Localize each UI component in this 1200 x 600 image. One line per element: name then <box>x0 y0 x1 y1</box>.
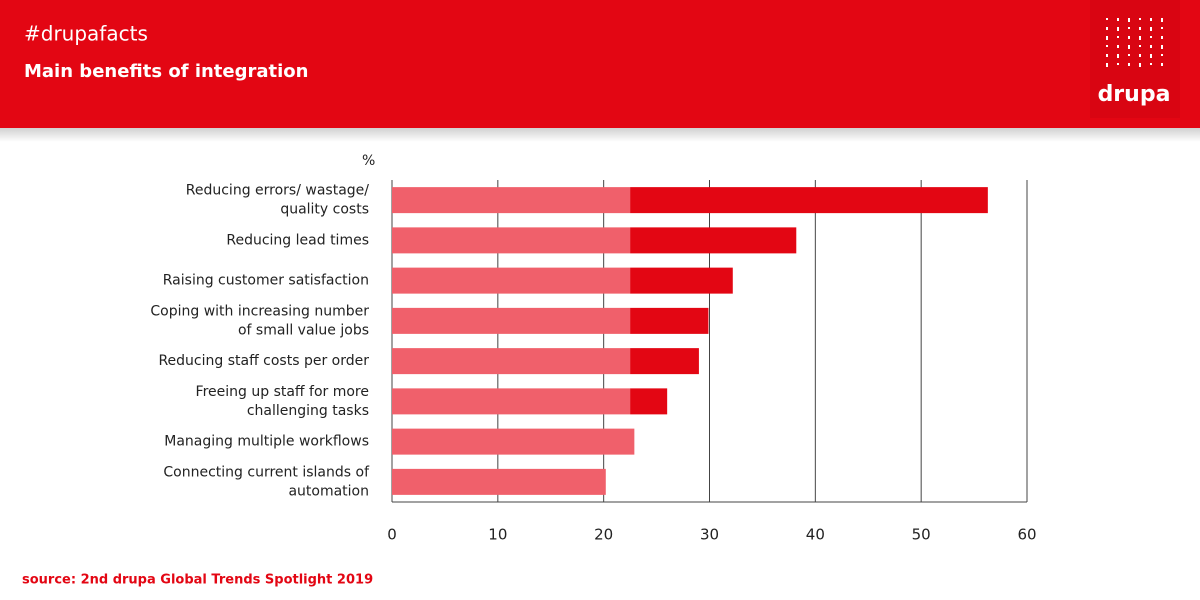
source: source: 2nd drupa Global Trends Spotligh… <box>22 573 373 588</box>
x-tick-label: 0 <box>387 526 397 544</box>
category-line: Connecting current islands of <box>163 464 370 480</box>
category-line: Reducing lead times <box>226 232 369 248</box>
header-shadow <box>0 128 1200 142</box>
category-line: of small value jobs <box>238 322 369 338</box>
category-label: Reducing lead times <box>226 232 369 248</box>
x-tick-label: 10 <box>488 526 507 544</box>
category-label: Freeing up staff for more challenging tas… <box>196 384 369 419</box>
logo-dots <box>1106 18 1163 67</box>
logo-text: drupa <box>1098 82 1171 107</box>
bar-segment <box>392 267 631 294</box>
category-line: Raising customer satisfaction <box>163 273 369 289</box>
category-line: Coping with increasing number <box>150 303 369 319</box>
bar-segment <box>392 388 631 415</box>
category-line: challenging tasks <box>247 403 369 419</box>
category-label: Reducing errors/ wastage/quality costs <box>186 183 370 218</box>
category-label: Coping with increasing number of small va… <box>150 303 369 338</box>
category-line: Reducing staff costs per order <box>158 353 369 369</box>
category-label: Connecting current islands of automation <box>163 464 370 499</box>
bar-segment <box>630 187 988 214</box>
bar-segment <box>392 468 606 495</box>
bar-segment <box>392 187 631 214</box>
bar-segment <box>630 307 709 334</box>
logo-box <box>1090 0 1180 118</box>
header-band <box>0 0 1200 128</box>
bar-segment <box>392 348 631 375</box>
category-label: Raising customer satisfaction <box>163 273 369 289</box>
x-tick-label: 60 <box>1017 526 1036 544</box>
category-line: Reducing errors/ wastage/ <box>186 183 370 199</box>
x-tick-label: 30 <box>700 526 719 544</box>
x-tick-label: 40 <box>806 526 825 544</box>
x-tick-label: 50 <box>912 526 931 544</box>
bar-segment <box>630 267 733 294</box>
bar-segment <box>392 428 635 455</box>
category-label: Managing multiple workflows <box>164 434 369 450</box>
category-line: Managing multiple workflows <box>164 434 369 450</box>
bar-segment <box>392 227 631 254</box>
header: #drupafacts <box>24 22 148 46</box>
unit-label: % <box>362 153 375 169</box>
category-line: Freeing up staff for more <box>196 384 369 400</box>
category-line: quality costs <box>280 202 369 218</box>
chart-title: Main benefits of integration <box>24 61 308 82</box>
bar-segment <box>630 388 668 415</box>
category-line: automation <box>288 483 369 499</box>
category-label: Reducing staff costs per order <box>158 353 369 369</box>
bar-segment <box>392 307 631 334</box>
bar-segment <box>630 227 797 254</box>
bar-segment <box>630 348 699 375</box>
x-tick-label: 20 <box>594 526 613 544</box>
